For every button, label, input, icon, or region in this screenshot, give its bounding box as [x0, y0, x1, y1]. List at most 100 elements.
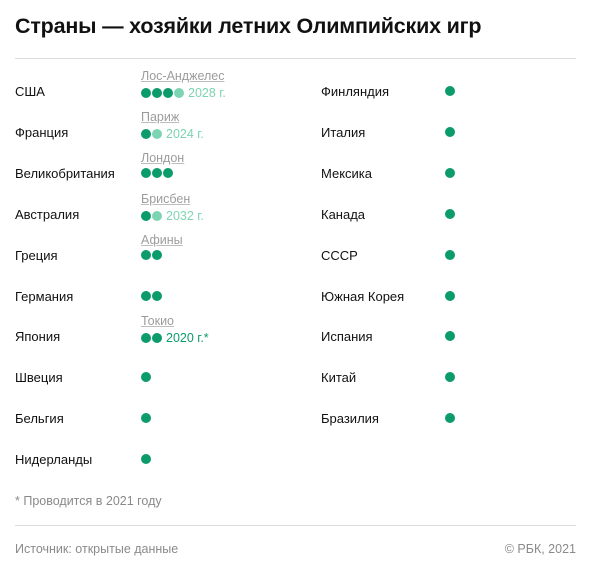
country-name: Швеция	[15, 370, 63, 386]
country-name: Канада	[321, 206, 366, 222]
country-row: Бельгия	[15, 411, 305, 437]
country-name: Бельгия	[15, 411, 64, 427]
host-year: 2020 г.*	[166, 331, 209, 346]
host-dot	[445, 208, 455, 219]
host-city: Лос-Анджелес	[141, 69, 225, 83]
country-row: Бразилия	[321, 411, 571, 437]
host-dot	[152, 290, 162, 301]
country-name: Китай	[321, 370, 357, 386]
host-dot	[152, 333, 162, 344]
country-row: США Лос-Анджелес 2028 г.	[15, 69, 305, 110]
country-row: Финляндия	[321, 84, 571, 110]
host-city: Брисбен	[141, 191, 191, 206]
host-dots	[445, 126, 456, 137]
country-name: Австралия	[15, 206, 80, 222]
host-city: Лондон	[141, 150, 185, 165]
host-city: Афины	[141, 232, 183, 247]
host-year: 2028 г.	[188, 86, 226, 100]
host-dot	[445, 413, 455, 424]
country-name: США	[15, 84, 45, 99]
country-name: Германия	[15, 288, 74, 304]
country-name: Великобритания	[15, 165, 115, 181]
host-dot	[445, 126, 455, 137]
host-dots	[445, 167, 456, 178]
host-dots: 2024 г.	[141, 127, 204, 141]
host-dots	[445, 413, 456, 424]
country-row: Южная Корея	[321, 289, 571, 315]
country-name: Испания	[321, 329, 373, 345]
host-dot	[445, 167, 455, 178]
host-dot	[141, 333, 151, 344]
host-dot	[141, 372, 151, 383]
country-row: Австралия Брисбен 2032 г.	[15, 192, 305, 233]
country-row: Германия	[15, 289, 305, 315]
host-dot	[445, 290, 455, 301]
host-dot	[141, 413, 151, 424]
country-name: Греция	[15, 247, 58, 263]
country-name: Южная Корея	[321, 288, 405, 304]
host-city: Париж	[141, 109, 180, 124]
host-dot	[163, 88, 173, 98]
host-dot	[141, 290, 151, 301]
country-row: Великобритания Лондон	[15, 151, 305, 192]
host-dots	[445, 331, 456, 342]
host-dots	[141, 290, 163, 301]
footnote: * Проводится в 2021 году	[15, 494, 162, 508]
host-dot	[152, 167, 162, 178]
bottom-divider	[15, 525, 576, 526]
host-dot	[163, 167, 173, 178]
upcoming-host-dot	[152, 128, 162, 139]
country-name: СССР	[321, 247, 358, 263]
host-year: 2024 г.	[166, 126, 204, 141]
country-row: СССР	[321, 248, 571, 274]
host-dots	[141, 413, 152, 424]
host-dot	[445, 372, 455, 383]
host-dot	[141, 88, 151, 98]
upcoming-host-dot	[152, 210, 162, 221]
host-dots	[445, 372, 456, 383]
host-dot	[445, 86, 455, 96]
source-note: Источник: открытые данные	[15, 542, 179, 556]
top-divider	[15, 58, 576, 59]
host-dot	[152, 249, 162, 260]
country-row: Канада	[321, 207, 571, 233]
copyright: © РБК, 2021	[504, 542, 576, 556]
host-dot	[141, 249, 151, 260]
host-dot	[141, 454, 151, 465]
host-dot	[152, 88, 162, 98]
country-row: Китай	[321, 370, 571, 396]
host-dot	[141, 128, 151, 139]
country-row: Мексика	[321, 166, 571, 192]
host-year: 2032 г.	[166, 208, 204, 223]
country-row: Швеция	[15, 370, 305, 396]
host-dots	[141, 167, 174, 178]
host-dots: 2032 г.	[141, 209, 204, 223]
country-name: Бразилия	[321, 411, 379, 427]
host-dots	[445, 290, 456, 301]
host-dots: 2020 г.*	[141, 331, 209, 345]
chart-title: Страны — хозяйки летних Олимпийских игр	[15, 14, 482, 38]
country-name: Италия	[321, 124, 366, 140]
country-row: Япония Токио 2020 г.*	[15, 314, 305, 355]
country-row: Испания	[321, 329, 571, 355]
country-name: Мексика	[321, 165, 373, 181]
country-row: Франция Париж 2024 г.	[15, 110, 305, 151]
host-dots: 2028 г.	[141, 86, 226, 100]
country-name: Япония	[15, 329, 61, 345]
country-name: Нидерланды	[15, 452, 93, 468]
host-dot	[445, 331, 455, 342]
host-dot	[445, 249, 455, 260]
host-dots	[141, 249, 163, 260]
country-row: Италия	[321, 125, 571, 151]
host-city: Токио	[141, 314, 175, 329]
country-row: Греция Афины	[15, 233, 305, 274]
country-name: Франция	[15, 124, 69, 140]
host-dot	[141, 167, 151, 178]
host-dots	[141, 372, 152, 383]
upcoming-host-dot	[174, 88, 184, 98]
host-dots	[141, 454, 152, 465]
country-name: Финляндия	[321, 84, 390, 99]
country-row: Нидерланды	[15, 452, 305, 478]
host-dots	[445, 86, 456, 96]
host-dots	[445, 249, 456, 260]
